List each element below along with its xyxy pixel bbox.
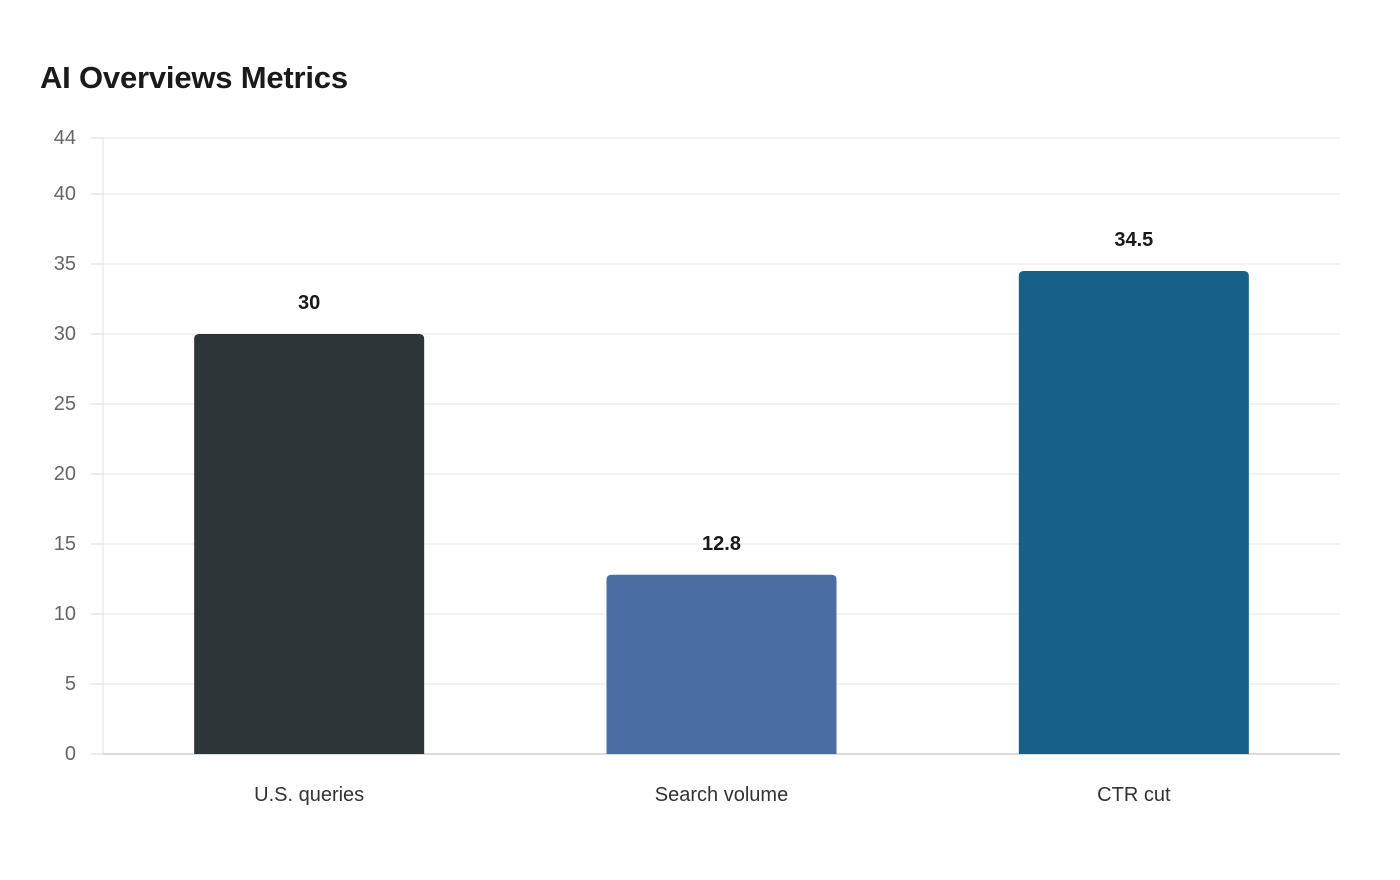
y-tick-label: 44 xyxy=(54,127,76,149)
y-tick-label: 5 xyxy=(65,673,76,695)
y-tick-label: 40 xyxy=(54,183,76,205)
bar xyxy=(194,334,425,754)
value-labels: 30 12.8 34.5 xyxy=(298,229,1153,555)
bar-value-label: 12.8 xyxy=(702,533,741,555)
category-labels: U.S. queries Search volume CTR cut xyxy=(254,784,1171,806)
y-tick-label: 35 xyxy=(54,253,76,275)
y-tick-labels: 0 5 10 15 20 25 30 35 40 44 xyxy=(54,127,76,765)
y-tick-label: 20 xyxy=(54,463,76,485)
bar xyxy=(606,574,837,754)
x-category-label: CTR cut xyxy=(1097,784,1171,806)
y-tick-label: 10 xyxy=(54,603,76,625)
bar xyxy=(1018,271,1249,754)
y-tick-label: 15 xyxy=(54,533,76,555)
bars xyxy=(194,271,1249,754)
chart-title: AI Overviews Metrics xyxy=(40,60,348,95)
bar-value-label: 34.5 xyxy=(1114,229,1153,251)
y-tick-label: 30 xyxy=(54,323,76,345)
y-tick-label: 25 xyxy=(54,393,76,415)
x-category-label: U.S. queries xyxy=(254,784,364,806)
x-category-label: Search volume xyxy=(655,784,788,806)
y-tick-label: 0 xyxy=(65,743,76,765)
bar-value-label: 30 xyxy=(298,292,320,314)
